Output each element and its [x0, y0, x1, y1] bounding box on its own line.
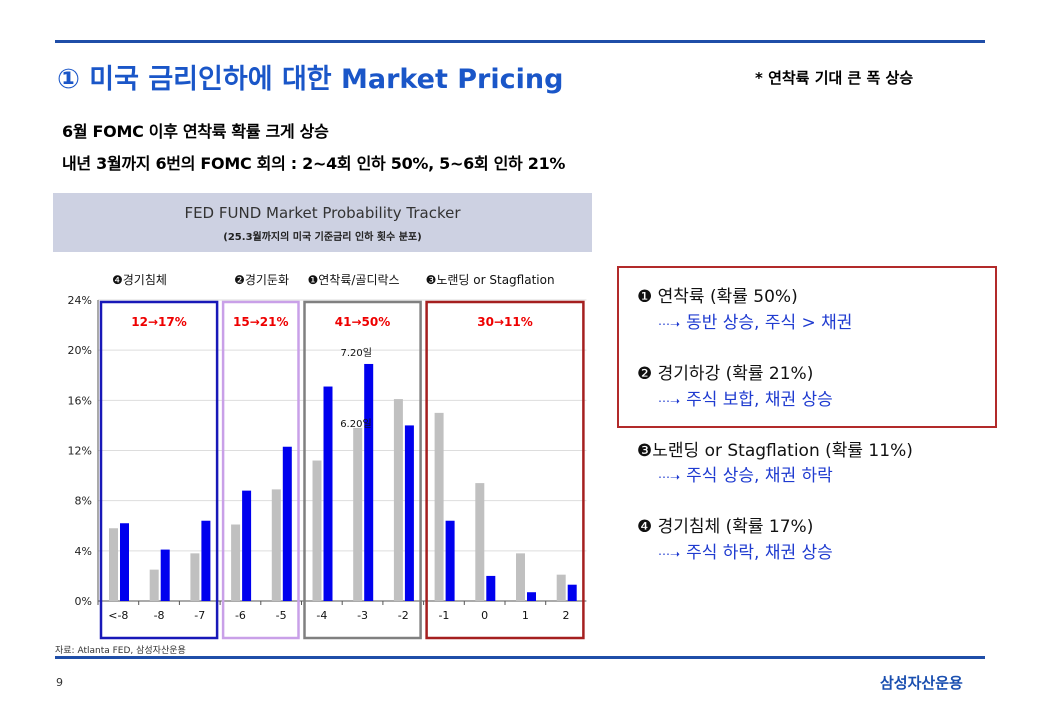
- bar-6-20: [312, 460, 322, 601]
- scenario-3-impl: ⋯➝ 주식 상승, 채권 하락: [658, 461, 833, 486]
- scenario-1-impl-text: 동반 상승, 주식 > 채권: [686, 313, 853, 333]
- bar-7-20: [567, 584, 577, 601]
- arrow-icon: ⋯➝: [658, 317, 681, 331]
- x-tick-label: -2: [398, 609, 409, 622]
- bar-6-20: [353, 427, 363, 601]
- scenario-4-impl-text: 주식 하락, 채권 상승: [686, 543, 833, 563]
- scenario-4-head: ❹ 경기침체 (확률 17%): [637, 517, 814, 537]
- x-tick-label: -6: [235, 609, 246, 622]
- bar-6-20: [190, 553, 200, 601]
- summary-line-2: 내년 3월까지 6번의 FOMC 회의 : 2~4회 인하 50%, 5~6회 …: [62, 154, 566, 173]
- bar-6-20: [393, 399, 403, 601]
- scenario-range-label: 15→21%: [233, 315, 288, 329]
- bar-6-20: [271, 489, 281, 601]
- bar-6-20: [516, 553, 525, 601]
- scenario-1-head: ❶ 연착륙 (확률 50%): [637, 287, 798, 307]
- scenario-legend-label: ❹경기침체: [112, 273, 167, 287]
- scenario-range-label: 41→50%: [335, 315, 390, 329]
- arrow-icon: ⋯➝: [658, 547, 681, 561]
- scenario-group-box: [221, 300, 300, 640]
- scenario-legend-label: ❸노랜딩 or Stagflation: [426, 273, 555, 287]
- bar-7-20: [201, 520, 211, 601]
- arrow-icon: ⋯➝: [658, 394, 681, 408]
- y-tick-label: 0%: [75, 595, 92, 608]
- scenario-range-label: 12→17%: [131, 315, 186, 329]
- bar-6-20: [434, 412, 444, 601]
- bar-7-20: [323, 386, 333, 601]
- chart-subtitle: (25.3월까지의 미국 기준금리 인하 횟수 분포): [223, 232, 422, 243]
- chart-title: FED FUND Market Probability Tracker: [184, 204, 461, 222]
- bar-6-20: [556, 574, 566, 601]
- bar-6-20: [231, 524, 241, 601]
- x-tick-label: -1: [438, 609, 449, 622]
- y-tick-label: 4%: [75, 545, 92, 558]
- y-tick-label: 16%: [68, 394, 92, 407]
- source-note: 자료: Atlanta FED, 삼성자산운용: [55, 646, 186, 656]
- highlight-box: [617, 266, 997, 428]
- x-tick-label: -5: [276, 609, 287, 622]
- bar-6-20: [475, 483, 485, 601]
- probability-bar-chart: 0%4%8%12%16%20%24%<-8 -8 -7 -6 -5 -4 -3 -2 -1 0 1 2…: [68, 273, 587, 640]
- scenario-legend-label: ❶연착륙/골디락스: [308, 273, 400, 287]
- x-tick-label: -7: [194, 609, 205, 622]
- arrow-icon: ⋯➝: [658, 470, 681, 484]
- x-tick-label: 1: [522, 609, 529, 622]
- scenario-legend-label: ❷경기둔화: [234, 273, 289, 287]
- bar-7-20: [486, 575, 496, 601]
- summary-line-1: 6월 FOMC 이후 연착륙 확률 크게 상승: [62, 122, 329, 141]
- footer-rule: [55, 656, 985, 659]
- scenario-group-box: [99, 300, 219, 640]
- scenario-range-label: 30→11%: [477, 315, 532, 329]
- bar-7-20: [445, 520, 455, 601]
- scenario-4-impl: ⋯➝ 주식 하락, 채권 상승: [658, 538, 833, 563]
- header-rule: [55, 40, 985, 43]
- x-tick-label: -8: [154, 609, 165, 622]
- bar-7-20: [160, 549, 170, 601]
- bar-6-20: [109, 528, 118, 601]
- bar-7-20: [527, 592, 536, 601]
- scenario-group-box: [425, 300, 585, 640]
- bar-7-20: [242, 490, 252, 601]
- scenario-group-box: [303, 300, 422, 640]
- bar-7-20: [282, 446, 292, 601]
- y-tick-label: 12%: [68, 445, 92, 458]
- scenario-2-impl-text: 주식 보합, 채권 상승: [686, 390, 833, 410]
- page-number: 9: [56, 676, 63, 689]
- bar-6-20: [149, 569, 159, 601]
- chart-title-box: FED FUND Market Probability Tracker (25.…: [53, 193, 592, 252]
- y-tick-label: 20%: [68, 344, 92, 357]
- x-tick-label: <-8: [108, 609, 128, 622]
- x-tick-label: -4: [316, 609, 327, 622]
- page-title: ① 미국 금리인하에 대한 Market Pricing: [57, 64, 564, 95]
- y-tick-label: 8%: [75, 495, 92, 508]
- scenario-3-impl-text: 주식 상승, 채권 하락: [686, 466, 833, 486]
- header-note: * 연착륙 기대 큰 폭 상승: [755, 69, 914, 87]
- bar-7-20: [364, 363, 374, 601]
- y-tick-label: 24%: [68, 294, 92, 307]
- x-tick-label: 2: [563, 609, 570, 622]
- scenario-3-head: ❸노랜딩 or Stagflation (확률 11%): [637, 441, 913, 461]
- scenario-1-impl: ⋯➝ 동반 상승, 주식 > 채권: [658, 308, 852, 333]
- annotation-7-20: 7.20일: [340, 347, 371, 359]
- bar-7-20: [404, 425, 414, 601]
- annotation-6-20: 6.20일: [340, 418, 371, 430]
- scenario-2-head: ❷ 경기하강 (확률 21%): [637, 364, 814, 384]
- x-tick-label: -3: [357, 609, 368, 622]
- scenario-2-impl: ⋯➝ 주식 보합, 채권 상승: [658, 385, 833, 410]
- bar-7-20: [120, 523, 129, 601]
- brand-logo: 삼성자산운용: [880, 674, 963, 692]
- x-tick-label: 0: [481, 609, 488, 622]
